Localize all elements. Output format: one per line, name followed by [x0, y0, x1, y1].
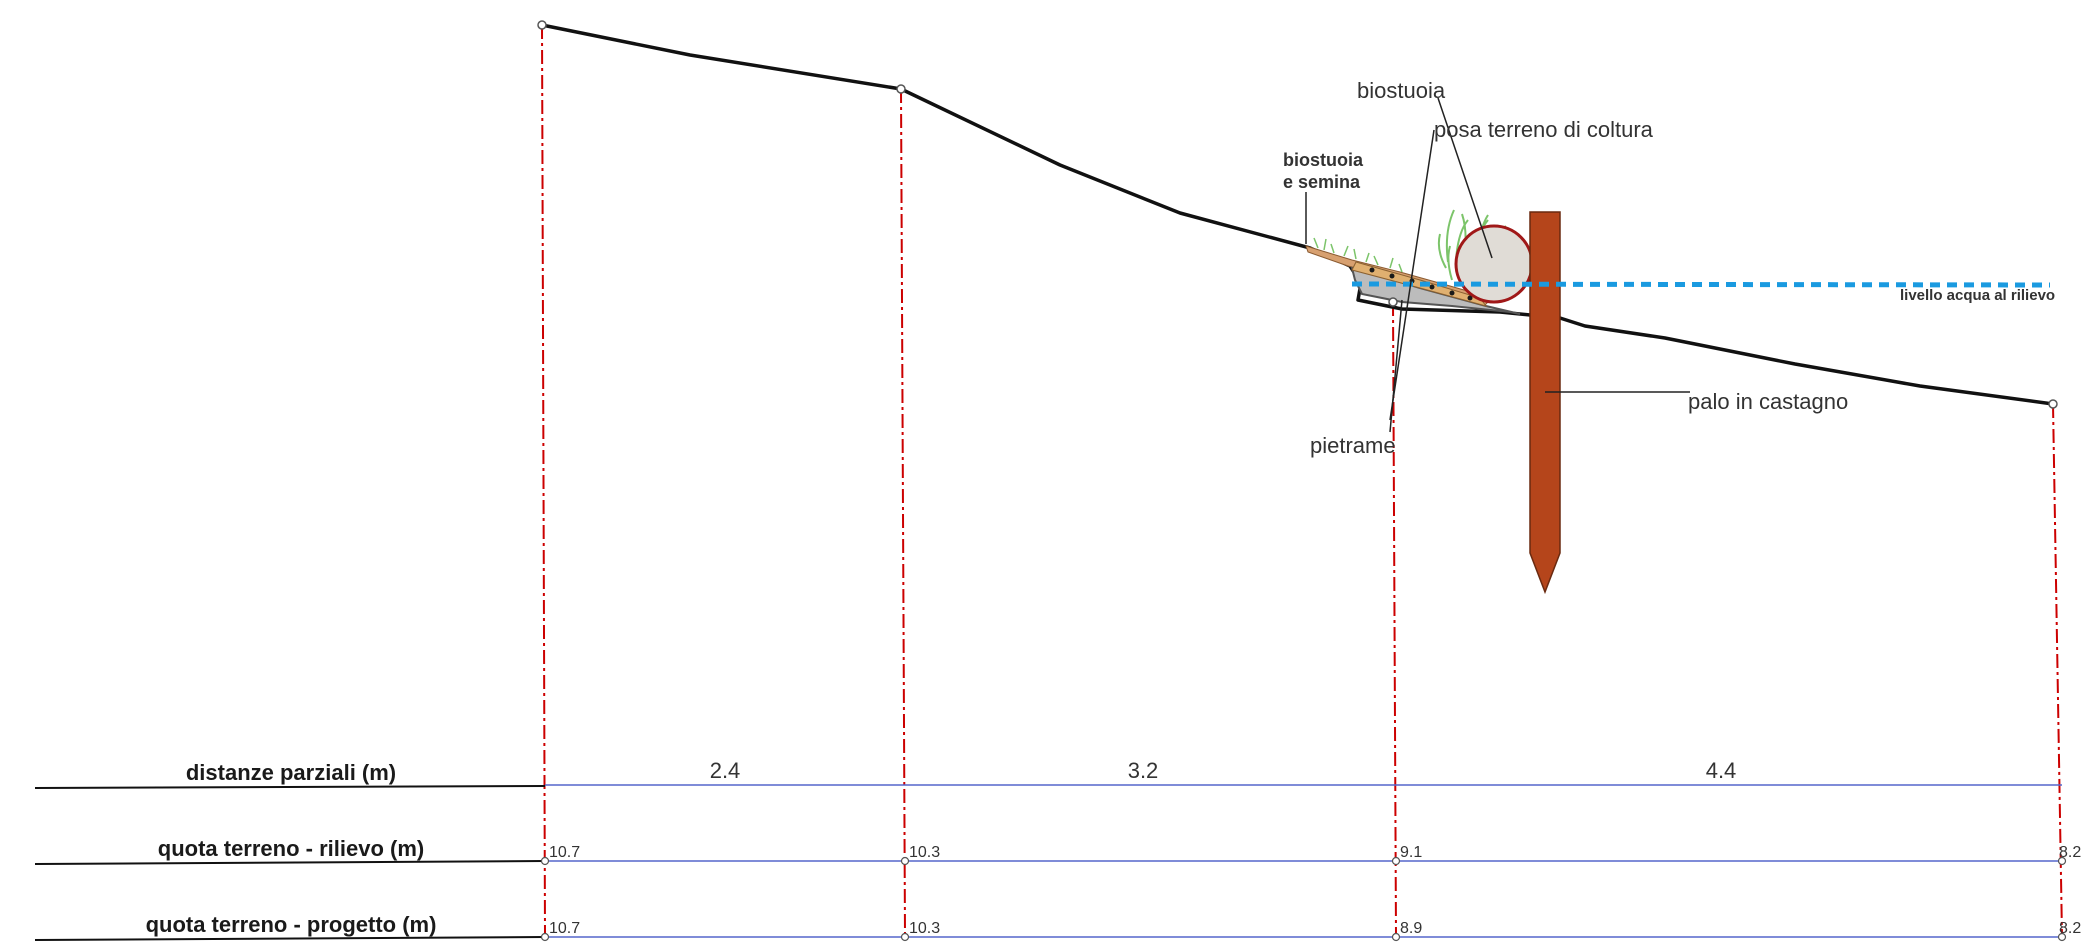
label-posa-terreno: posa terreno di coltura — [1434, 117, 1654, 142]
rilievo-value: 8.2 — [2059, 844, 2081, 861]
profile-nodes — [537, 20, 2058, 409]
section-lines — [541, 24, 2063, 937]
rilievo-value: 10.3 — [909, 844, 940, 861]
leader-biostuoia — [1437, 97, 1493, 259]
section-line-1 — [541, 24, 546, 937]
label-water-level: livello acqua al rilievo — [1900, 287, 2055, 304]
section-line-2 — [900, 88, 906, 937]
distance-value: 2.4 — [710, 758, 741, 783]
progetto-value: 8.2 — [2059, 920, 2081, 937]
rilievo-value: 10.7 — [549, 844, 580, 861]
leader-lines — [1305, 97, 1690, 433]
rilievo-value: 9.1 — [1400, 844, 1422, 861]
water-level-line — [1351, 281, 2051, 288]
label-palo: palo in castagno — [1688, 389, 1848, 414]
data-table: distanze parziali (m) quota terreno - ri… — [34, 758, 2081, 942]
ground-profile — [541, 23, 2054, 406]
label-biostuoia: biostuoia — [1357, 78, 1446, 103]
row-title-rilievo: quota terreno - rilievo (m) — [158, 836, 424, 861]
distance-value: 4.4 — [1706, 758, 1737, 783]
progetto-value: 8.9 — [1400, 920, 1422, 937]
leader-pietrame — [1389, 299, 1403, 433]
row-title-distanze: distanze parziali (m) — [186, 760, 396, 785]
leader-posa-terreno — [1389, 129, 1435, 421]
label-biostuoia-semina-2: e semina — [1283, 172, 1361, 192]
row-title-progetto: quota terreno - progetto (m) — [146, 912, 437, 937]
chestnut-pole — [1529, 211, 1561, 595]
grass-tufts — [1313, 237, 1403, 273]
progetto-value: 10.3 — [909, 920, 940, 937]
section-line-3 — [1392, 301, 1397, 937]
distance-value: 3.2 — [1128, 758, 1159, 783]
progetto-value: 10.7 — [549, 920, 580, 937]
label-pietrame: pietrame — [1310, 433, 1396, 458]
log-cross-section — [1454, 224, 1534, 304]
label-biostuoia-semina-1: biostuoia — [1283, 150, 1364, 170]
section-line-4 — [2052, 403, 2063, 937]
soil-layer — [1351, 261, 1488, 307]
